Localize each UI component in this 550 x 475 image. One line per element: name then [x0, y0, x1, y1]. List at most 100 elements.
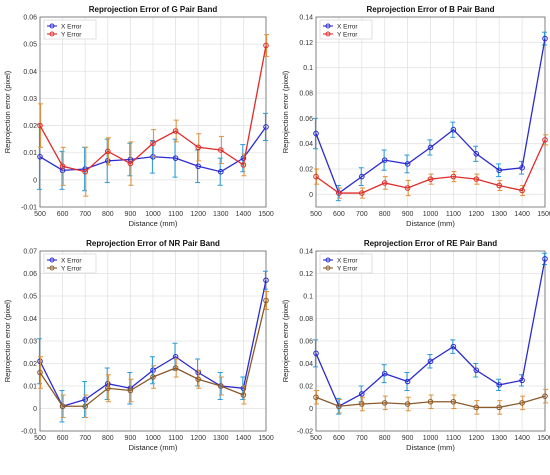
data-point [404, 161, 411, 167]
y-tick-label: 0.12 [299, 40, 313, 47]
y-tick-label: 0.01 [23, 150, 37, 157]
data-point [172, 365, 179, 371]
chart-panel-1: -0.01 0 0.01 0.02 0.03 0.04 0.05 0.06 500 600 700 8… [3, 5, 274, 228]
x-tick-label: 1100 [446, 435, 461, 442]
data-point [496, 404, 503, 411]
data-point [336, 190, 342, 196]
legend-swatch-marker [325, 265, 331, 271]
chart-panel-3: -0.01 0 0.01 0.02 0.03 0.04 0.05 0.06 0.07 500 600… [3, 239, 274, 452]
x-tick-label: 800 [379, 211, 391, 218]
x-axis-label: Distance (mm) [129, 443, 178, 452]
legend-label: Y Error [337, 31, 358, 38]
data-point [150, 374, 156, 380]
x-tick-label: 1000 [145, 435, 161, 442]
y-tick-label: -0.01 [21, 205, 37, 212]
data-point [59, 403, 66, 410]
data-point [404, 401, 411, 407]
y-tick-label: 0.1 [303, 65, 313, 72]
x-tick-label: 1500 [258, 211, 274, 218]
data-point [473, 151, 480, 157]
data-point [59, 163, 66, 170]
x-tick-label: 1500 [537, 211, 550, 218]
data-point [105, 148, 111, 155]
x-tick-label: 1000 [423, 211, 439, 218]
y-tick-label: 0.01 [23, 384, 37, 391]
y-tick-label: 0.08 [299, 91, 313, 98]
data-point [127, 160, 134, 167]
x-tick-label: 1300 [491, 211, 507, 218]
series-line [39, 280, 267, 408]
y-tick-label: 0.12 [299, 271, 313, 278]
data-point [59, 167, 66, 174]
x-tick-label: 1300 [213, 211, 229, 218]
x-tick-label: 1100 [168, 211, 183, 218]
data-point [381, 370, 388, 377]
data-point [195, 163, 201, 170]
x-tick-label: 1400 [514, 435, 530, 442]
data-point [427, 398, 434, 405]
data-point [195, 376, 201, 383]
x-tick-label: 1000 [145, 211, 161, 218]
y-tick-label: 0 [309, 192, 313, 199]
x-tick-label: 500 [310, 435, 322, 442]
series-line [315, 258, 546, 408]
data-point [542, 137, 548, 143]
axes-frame [315, 250, 546, 432]
data-point [82, 403, 88, 410]
data-point [150, 140, 156, 147]
y-tick-label: 0.06 [299, 339, 313, 346]
x-tick-label: 1200 [190, 435, 206, 442]
legend-label: X Error [337, 23, 358, 30]
series-line [39, 300, 267, 407]
data-point [450, 343, 457, 350]
y-tick-label: -0.01 [21, 429, 37, 436]
series-line [39, 45, 267, 173]
y-tick-label: 0.04 [299, 141, 313, 148]
x-tick-label: 1000 [423, 435, 439, 442]
legend-swatch-marker [49, 23, 55, 29]
x-tick-label: 600 [57, 435, 69, 442]
legend-swatch-marker [325, 23, 331, 29]
data-point [336, 403, 342, 410]
y-tick-label: 0.07 [23, 249, 37, 256]
y-tick-label: 0 [309, 406, 313, 413]
data-point [263, 277, 269, 284]
x-tick-label: 700 [356, 435, 368, 442]
data-point [240, 392, 247, 398]
legend-swatch-marker [49, 257, 55, 263]
x-tick-label: 500 [34, 211, 46, 218]
x-axis-label: Distance (mm) [129, 219, 178, 228]
data-point [496, 182, 503, 189]
y-tick-label: 0.02 [299, 384, 313, 391]
data-point [313, 130, 319, 137]
x-axis-label: Distance (mm) [406, 219, 455, 228]
data-point [359, 401, 365, 407]
x-tick-label: 1500 [537, 435, 550, 442]
data-point [263, 124, 269, 130]
x-tick-label: 700 [79, 435, 91, 442]
data-point [313, 394, 319, 401]
x-tick-label: 1300 [491, 435, 507, 442]
y-tick-label: 0.06 [299, 116, 313, 123]
data-point [127, 387, 134, 394]
y-tick-label: 0.14 [299, 249, 313, 256]
series-1 [312, 252, 548, 415]
data-point [150, 367, 156, 374]
x-tick-label: 700 [356, 211, 368, 218]
y-tick-label: 0.03 [23, 96, 37, 103]
y-tick-label: 0.06 [23, 15, 37, 22]
data-point [473, 367, 480, 374]
data-point [359, 190, 365, 196]
y-tick-label: 0.02 [23, 123, 37, 130]
y-tick-label: 0.08 [299, 316, 313, 323]
x-tick-label: 500 [310, 211, 322, 218]
x-tick-label: 1200 [469, 211, 485, 218]
data-point [240, 155, 247, 161]
data-point [263, 42, 269, 49]
legend-swatch-marker [49, 265, 55, 271]
data-point [542, 393, 548, 399]
